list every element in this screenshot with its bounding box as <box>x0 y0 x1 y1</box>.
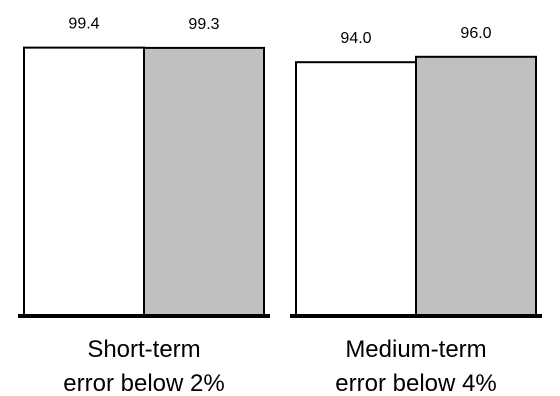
value-label-group-2-series-2: 96.0 <box>460 25 491 42</box>
bar-group-2-series-1 <box>295 61 417 318</box>
bar-group-1-series-1 <box>23 46 145 318</box>
group-label-1-line-2: error below 2% <box>63 370 224 396</box>
value-label-group-2-series-1: 94.0 <box>340 30 371 47</box>
group-label-2-line-2: error below 4% <box>335 370 496 396</box>
group-label-1-line-1: Short-term <box>87 336 200 363</box>
value-label-group-1-series-1: 99.4 <box>68 16 99 33</box>
bar-group-2-series-2 <box>415 55 537 318</box>
bar-group-1-series-2 <box>143 46 265 317</box>
group-label-2-line-1: Medium-term <box>345 336 486 363</box>
value-label-group-1-series-2: 99.3 <box>188 16 219 33</box>
